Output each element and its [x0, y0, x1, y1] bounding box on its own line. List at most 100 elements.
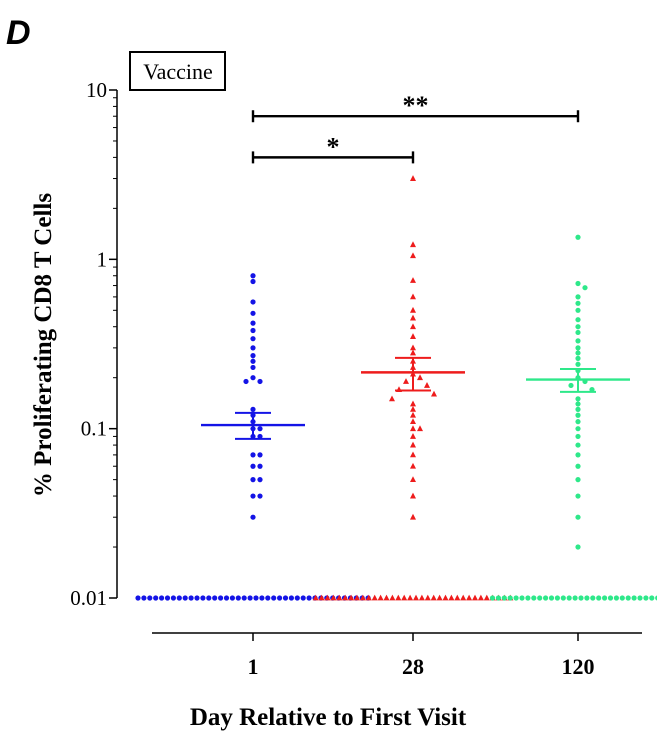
data-point — [410, 314, 416, 321]
data-point — [575, 544, 581, 550]
data-point — [250, 477, 256, 483]
data-point — [257, 426, 263, 432]
data-point — [257, 477, 263, 483]
data-point — [401, 594, 408, 601]
data-point — [410, 462, 416, 469]
data-point — [575, 396, 581, 402]
data-point — [250, 463, 256, 469]
data-point — [182, 595, 188, 601]
data-point — [410, 476, 416, 483]
data-point — [448, 594, 455, 601]
data-point — [513, 595, 519, 601]
data-point — [389, 395, 395, 402]
data-point — [525, 595, 531, 601]
data-point — [318, 594, 325, 601]
data-point — [250, 364, 256, 371]
data-point — [135, 595, 141, 601]
data-point — [575, 412, 581, 418]
data-point — [410, 323, 416, 330]
data-point — [250, 336, 256, 342]
data-point — [575, 294, 581, 300]
data-point — [257, 378, 263, 385]
data-point — [365, 594, 372, 601]
data-point — [410, 433, 416, 439]
data-point — [241, 595, 247, 601]
data-point — [575, 324, 581, 330]
data-point — [371, 594, 378, 601]
y-tick-label: 10 — [86, 78, 107, 102]
data-point — [250, 278, 256, 285]
data-point — [377, 594, 384, 601]
data-point — [250, 299, 256, 305]
data-point — [613, 595, 620, 601]
y-tick-label: 1 — [97, 247, 108, 271]
x-tick-label: 28 — [402, 654, 424, 679]
data-point — [572, 595, 578, 601]
data-point — [489, 595, 496, 601]
data-point — [164, 595, 171, 601]
data-point — [336, 594, 343, 601]
data-point — [312, 594, 319, 601]
data-point — [359, 594, 366, 601]
data-point — [410, 293, 416, 300]
x-axis-title: Day Relative to First Visit — [190, 704, 467, 731]
data-point — [188, 595, 194, 601]
x-axis: 1 28 120 — [152, 632, 642, 679]
mean-sem-day-28 — [361, 356, 465, 392]
data-point — [212, 595, 218, 601]
significance-label: ** — [403, 91, 429, 120]
data-point — [324, 594, 331, 601]
data-point — [395, 594, 402, 601]
data-point — [410, 349, 416, 356]
data-point — [250, 514, 256, 520]
data-point — [637, 595, 643, 601]
data-point — [141, 595, 147, 601]
legend-label: Vaccine — [143, 59, 213, 84]
data-point — [282, 595, 289, 601]
data-point — [483, 594, 490, 601]
data-point — [431, 390, 437, 397]
data-point — [229, 595, 235, 601]
data-point — [306, 595, 312, 601]
data-point — [519, 595, 525, 601]
data-point — [582, 285, 588, 291]
data-point — [153, 595, 159, 601]
data-point — [389, 594, 396, 601]
legend-box: Vaccine — [129, 51, 226, 91]
data-point — [417, 374, 423, 381]
data-point — [410, 252, 416, 259]
data-point — [250, 353, 256, 359]
data-point — [247, 595, 253, 601]
data-point — [410, 418, 416, 425]
data-point — [607, 595, 614, 601]
data-point — [257, 493, 263, 499]
data-point — [250, 452, 256, 458]
data-point — [206, 595, 212, 601]
data-point — [417, 425, 423, 432]
data-point — [194, 595, 200, 601]
data-point — [575, 477, 581, 483]
data-point — [543, 595, 549, 601]
data-point — [259, 595, 265, 601]
data-point — [575, 280, 581, 287]
data-point — [418, 594, 425, 601]
data-point — [472, 594, 478, 601]
data-point — [170, 595, 176, 601]
data-points — [135, 175, 657, 601]
data-point — [575, 514, 581, 520]
significance-brackets: *** — [251, 91, 580, 164]
panel-letter: D — [6, 14, 31, 52]
point-group-day-120 — [489, 234, 657, 601]
data-point — [575, 426, 581, 432]
data-point — [424, 594, 431, 601]
significance-label: * — [327, 132, 340, 161]
data-point — [410, 513, 416, 520]
data-point — [568, 382, 574, 389]
data-point — [410, 425, 416, 432]
data-point — [442, 594, 449, 601]
data-point — [410, 344, 416, 351]
data-point — [575, 442, 581, 448]
data-point — [575, 406, 581, 412]
mean-sem-day-1 — [201, 411, 305, 440]
data-point — [410, 277, 416, 283]
